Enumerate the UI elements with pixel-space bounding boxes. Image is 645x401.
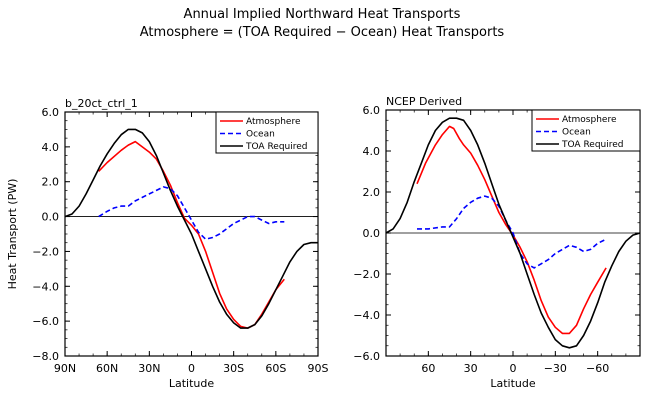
left-legend-label: TOA Required bbox=[245, 142, 308, 152]
left-plot-frame bbox=[64, 111, 319, 357]
left-ytick-label: −8.0 bbox=[32, 350, 59, 363]
left-panel-title: b_20ct_ctrl_1 bbox=[65, 97, 138, 110]
right-xtick-label: 60 bbox=[421, 362, 435, 375]
right-ytick-label: −2.0 bbox=[353, 268, 380, 281]
right-ytick-label: 2.0 bbox=[363, 186, 381, 199]
left-legend-label: Ocean bbox=[246, 130, 275, 140]
right-legend-label: Atmosphere bbox=[562, 115, 617, 125]
left-legend-label: Atmosphere bbox=[246, 117, 301, 127]
left-ytick-label: 4.0 bbox=[42, 141, 60, 154]
right-ytick-label: 4.0 bbox=[363, 145, 381, 158]
right-series-toa-required-line bbox=[385, 117, 641, 349]
right-series-ocean-line bbox=[417, 195, 607, 269]
left-xtick-label: 0 bbox=[188, 362, 195, 375]
right-xtick-label: −30 bbox=[544, 362, 567, 375]
left-xtick-label: 30N bbox=[138, 362, 160, 375]
left-series-ocean-line bbox=[98, 186, 285, 240]
right-xtick-label: 0 bbox=[510, 362, 517, 375]
right-ytick-label: −6.0 bbox=[353, 350, 380, 363]
left-yaxis-label: Heat Transport (PW) bbox=[6, 179, 19, 290]
left-ytick-label: −6.0 bbox=[32, 315, 59, 328]
left-ytick-label: 0.0 bbox=[42, 211, 60, 224]
right-ytick-label: 6.0 bbox=[363, 104, 381, 117]
right-xaxis-label: Latitude bbox=[490, 377, 536, 390]
right-legend-label: Ocean bbox=[562, 128, 591, 138]
figure-title-line1: Annual Implied Northward Heat Transports bbox=[184, 7, 461, 22]
right-plot-frame bbox=[385, 109, 641, 357]
left-xtick-label: 30S bbox=[223, 362, 244, 375]
right-xtick-label: −60 bbox=[586, 362, 609, 375]
left-ytick-label: 6.0 bbox=[42, 106, 60, 119]
right-series-atmosphere-line bbox=[416, 125, 607, 335]
left-xaxis-label: Latitude bbox=[169, 377, 215, 390]
left-series-toa-required-line bbox=[64, 128, 318, 329]
left-xtick-label: 90S bbox=[308, 362, 329, 375]
left-xtick-label: 60S bbox=[265, 362, 286, 375]
left-chart-panel: b_20ct_ctrl_1 6.0 4.0 2.0 0.0 −2.0 −4.0 −6.0 −8.… bbox=[6, 97, 329, 390]
right-ytick-label: −4.0 bbox=[353, 309, 380, 322]
right-xtick-label: 30 bbox=[464, 362, 478, 375]
right-legend-label: TOA Required bbox=[561, 140, 624, 150]
right-chart-panel: NCEP Derived 6.0 4.0 2.0 0.0 −2.0 −4.0 −6.0 60 30… bbox=[353, 95, 641, 390]
left-xtick-label: 90N bbox=[54, 362, 76, 375]
right-ytick-label: 0.0 bbox=[363, 227, 381, 240]
left-ytick-label: −4.0 bbox=[32, 280, 59, 293]
left-xtick-label: 60N bbox=[96, 362, 118, 375]
left-ytick-label: 2.0 bbox=[42, 176, 60, 189]
right-panel-title: NCEP Derived bbox=[386, 95, 462, 108]
left-ytick-label: −2.0 bbox=[32, 245, 59, 258]
figure-title-line2: Atmosphere = (TOA Required − Ocean) Heat… bbox=[140, 25, 505, 40]
